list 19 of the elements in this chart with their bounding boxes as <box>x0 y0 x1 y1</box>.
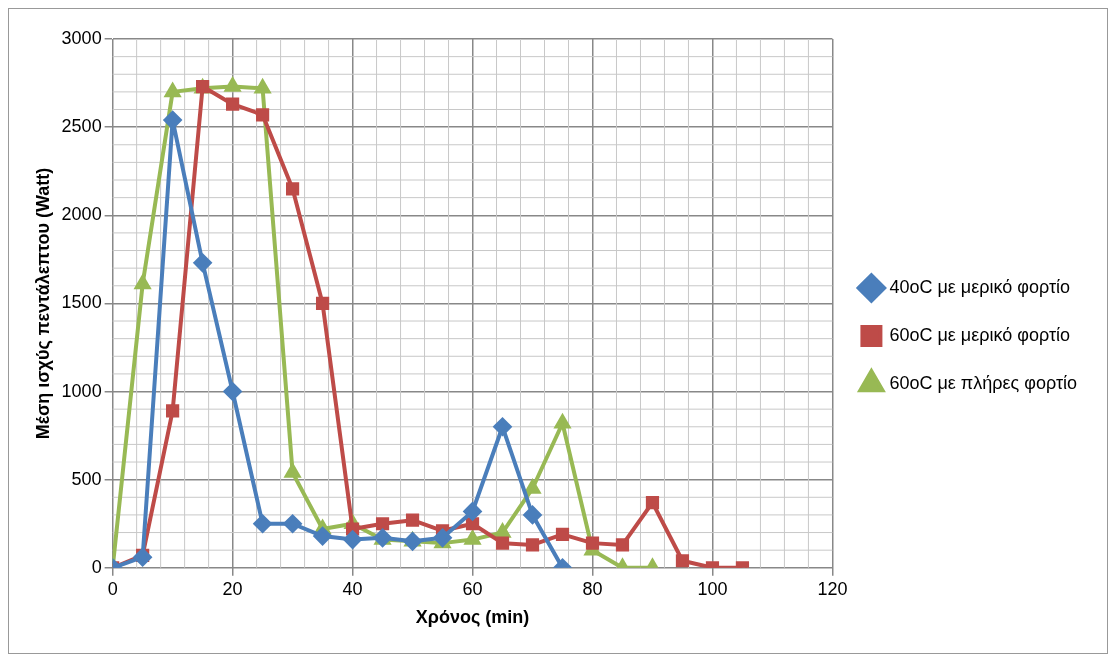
y-tick-label: 3000 <box>61 27 102 48</box>
x-tick-label: 80 <box>582 578 603 599</box>
x-tick-label: 120 <box>817 578 848 599</box>
x-tick-label: 40 <box>342 578 363 599</box>
y-tick-label: 500 <box>71 468 102 489</box>
x-tick-label: 60 <box>462 578 483 599</box>
legend-label: 60oC με πλήρες φορτίο <box>889 372 1078 393</box>
x-axis-title: Χρόνος (min) <box>415 607 530 628</box>
y-tick-label: 2500 <box>61 116 102 137</box>
y-tick-label: 1500 <box>61 292 102 313</box>
legend-label: 60oC με μερικό φορτίο <box>889 324 1071 345</box>
y-axis-title: Μέση ισχύς πεντάλεπτου (Watt) <box>32 167 53 440</box>
legend-label: 40oC με μερικό φορτίο <box>889 276 1071 297</box>
y-tick-label: 1000 <box>61 380 102 401</box>
x-tick-label: 100 <box>697 578 728 599</box>
x-tick-label: 0 <box>107 578 118 599</box>
y-tick-label: 2000 <box>61 204 102 225</box>
x-tick-label: 20 <box>222 578 243 599</box>
y-tick-label: 0 <box>91 556 102 577</box>
